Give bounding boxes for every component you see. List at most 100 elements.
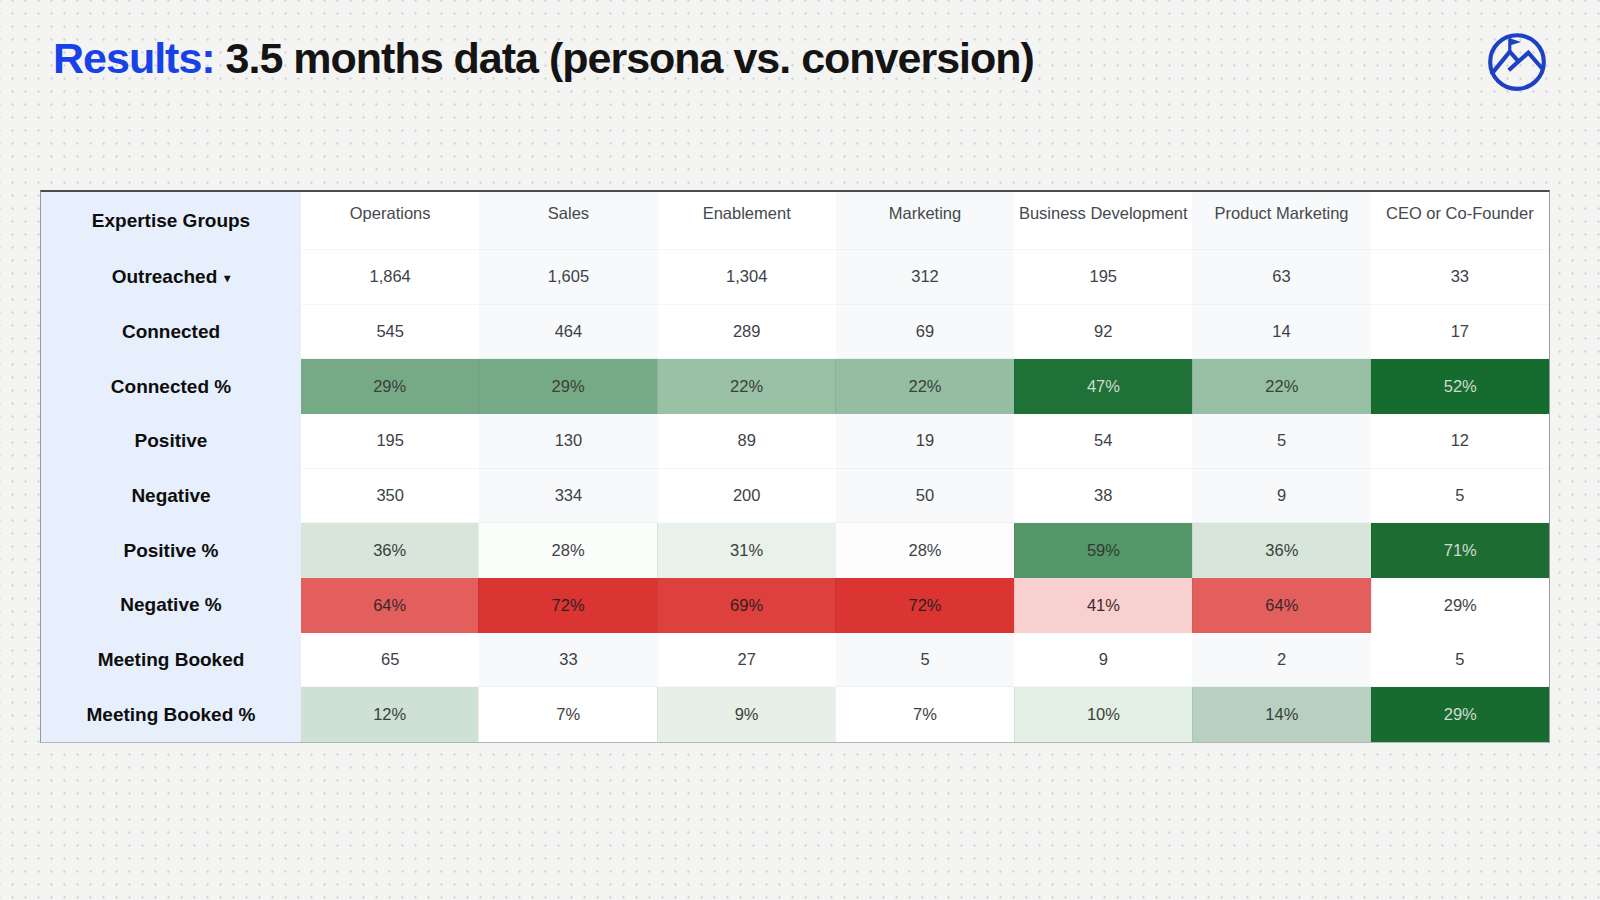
table-row-negative-pct: Negative %64%72%69%72%41%64%29% [41, 578, 1549, 633]
table-row-meeting-booked-pct: Meeting Booked %12%7%9%7%10%14%29% [41, 687, 1549, 742]
row-label-text: Meeting Booked [98, 649, 245, 671]
row-label-text: Positive [135, 430, 208, 452]
row-label-meeting-booked: Meeting Booked [41, 633, 301, 688]
row-label-positive: Positive [41, 414, 301, 469]
table-cell-positive-3: 89 [658, 414, 836, 469]
table-cell-negative-5: 38 [1014, 469, 1192, 524]
table-cell-meeting-booked-pct-5: 10% [1014, 687, 1192, 742]
table-row-outreached: Outreached▾1,8641,6051,3043121956333 [41, 250, 1549, 305]
row-label-connected: Connected [41, 305, 301, 360]
table-row-connected: Connected 54546428969921417 [41, 305, 1549, 360]
table-row-meeting-booked: Meeting Booked6533275925 [41, 633, 1549, 688]
table-cell-meeting-booked-2: 33 [479, 633, 657, 688]
summit-mountain-logo [1484, 28, 1550, 94]
row-label-text: Positive % [123, 540, 218, 562]
flag-icon [1510, 38, 1521, 45]
column-header-enablement: Enablement [658, 192, 836, 250]
row-label-connected-pct: Connected % [41, 359, 301, 414]
table-cell-connected-pct-2: 29% [478, 359, 656, 414]
table-cell-connected-pct-6: 22% [1192, 359, 1370, 414]
table-cell-positive-pct-1: 36% [301, 523, 478, 578]
table-cell-meeting-booked-5: 9 [1014, 633, 1192, 688]
row-label-text: Connected [122, 321, 220, 343]
table-cell-negative-pct-1: 64% [301, 578, 478, 633]
results-table: Expertise GroupsOperationsSalesEnablemen… [40, 190, 1550, 743]
table-cell-positive-pct-4: 28% [835, 523, 1013, 578]
table-cell-meeting-booked-pct-7: 29% [1371, 687, 1549, 742]
table-row-negative: Negative 350334200503895 [41, 469, 1549, 524]
column-header-operations: Operations [301, 192, 479, 250]
table-cell-connected-pct-1: 29% [301, 359, 478, 414]
table-cell-negative-pct-3: 69% [657, 578, 835, 633]
row-label-outreached[interactable]: Outreached ▾ [41, 250, 301, 305]
table-cell-connected-5: 92 [1014, 305, 1192, 360]
table-cell-positive-pct-7: 71% [1371, 523, 1549, 578]
table-cell-negative-pct-6: 64% [1192, 578, 1370, 633]
table-cell-positive-1: 195 [301, 414, 479, 469]
row-label-text: Connected % [111, 376, 231, 398]
corner-header-expertise-groups: Expertise Groups [41, 192, 301, 250]
table-cell-positive-4: 19 [836, 414, 1014, 469]
row-label-negative: Negative [41, 469, 301, 524]
table-cell-connected-pct-4: 22% [835, 359, 1013, 414]
table-cell-negative-7: 5 [1371, 469, 1549, 524]
table-cell-outreached-5: 195 [1014, 250, 1192, 305]
table-cell-meeting-booked-3: 27 [658, 633, 836, 688]
table-cell-meeting-booked-pct-2: 7% [478, 687, 656, 742]
table-cell-connected-6: 14 [1192, 305, 1370, 360]
table-cell-connected-7: 17 [1371, 305, 1549, 360]
table-cell-meeting-booked-pct-3: 9% [657, 687, 835, 742]
table-cell-connected-pct-7: 52% [1371, 359, 1549, 414]
table-cell-meeting-booked-6: 2 [1192, 633, 1370, 688]
table-cell-negative-2: 334 [479, 469, 657, 524]
table-cell-negative-4: 50 [836, 469, 1014, 524]
column-header-product-marketing: Product Marketing [1192, 192, 1370, 250]
table-cell-negative-6: 9 [1192, 469, 1370, 524]
table-cell-meeting-booked-4: 5 [836, 633, 1014, 688]
column-header-sales: Sales [479, 192, 657, 250]
table-cell-positive-pct-5: 59% [1014, 523, 1192, 578]
table-cell-negative-3: 200 [658, 469, 836, 524]
table-cell-connected-4: 69 [836, 305, 1014, 360]
page-title: Results: 3.5 months data (persona vs. co… [53, 34, 1034, 83]
table-row-connected-pct: Connected %29%29%22%22%47%22%52% [41, 359, 1549, 414]
table-row-positive: Positive195130891954512 [41, 414, 1549, 469]
row-label-text: Negative [131, 485, 210, 507]
table-cell-meeting-booked-pct-4: 7% [835, 687, 1013, 742]
table-cell-connected-1: 545 [301, 305, 479, 360]
dropdown-caret-icon[interactable]: ▾ [224, 271, 230, 285]
table-cell-connected-3: 289 [658, 305, 836, 360]
table-cell-negative-pct-2: 72% [478, 578, 656, 633]
table-cell-positive-6: 5 [1192, 414, 1370, 469]
row-label-positive-pct: Positive % [41, 523, 301, 578]
page-title-rest: 3.5 months data (persona vs. conversion) [215, 34, 1034, 82]
table-header-row: Expertise GroupsOperationsSalesEnablemen… [41, 192, 1549, 250]
table-cell-connected-pct-5: 47% [1014, 359, 1192, 414]
row-label-meeting-booked-pct: Meeting Booked % [41, 687, 301, 742]
slide-header: Results: 3.5 months data (persona vs. co… [53, 34, 1550, 94]
column-header-business-development: Business Development [1014, 192, 1192, 250]
row-label-text: Outreached [112, 266, 218, 288]
table-cell-connected-pct-3: 22% [657, 359, 835, 414]
table-cell-negative-pct-4: 72% [835, 578, 1013, 633]
row-label-text: Negative % [120, 594, 221, 616]
table-cell-positive-pct-3: 31% [657, 523, 835, 578]
table-cell-connected-2: 464 [479, 305, 657, 360]
table-row-positive-pct: Positive %36%28%31%28%59%36%71% [41, 523, 1549, 578]
table-cell-positive-pct-6: 36% [1192, 523, 1370, 578]
table-cell-outreached-4: 312 [836, 250, 1014, 305]
page-title-highlight: Results: [53, 34, 215, 82]
table-cell-negative-pct-7: 29% [1371, 578, 1549, 633]
table-cell-meeting-booked-pct-6: 14% [1192, 687, 1370, 742]
table-cell-outreached-7: 33 [1371, 250, 1549, 305]
table-cell-negative-pct-5: 41% [1014, 578, 1192, 633]
table-cell-positive-pct-2: 28% [478, 523, 656, 578]
column-header-ceo-or-co-founder: CEO or Co-Founder [1371, 192, 1549, 250]
table-cell-meeting-booked-7: 5 [1371, 633, 1549, 688]
table-cell-positive-5: 54 [1014, 414, 1192, 469]
table-cell-outreached-6: 63 [1192, 250, 1370, 305]
table-cell-outreached-1: 1,864 [301, 250, 479, 305]
table-cell-outreached-2: 1,605 [479, 250, 657, 305]
table-cell-negative-1: 350 [301, 469, 479, 524]
table-cell-positive-2: 130 [479, 414, 657, 469]
